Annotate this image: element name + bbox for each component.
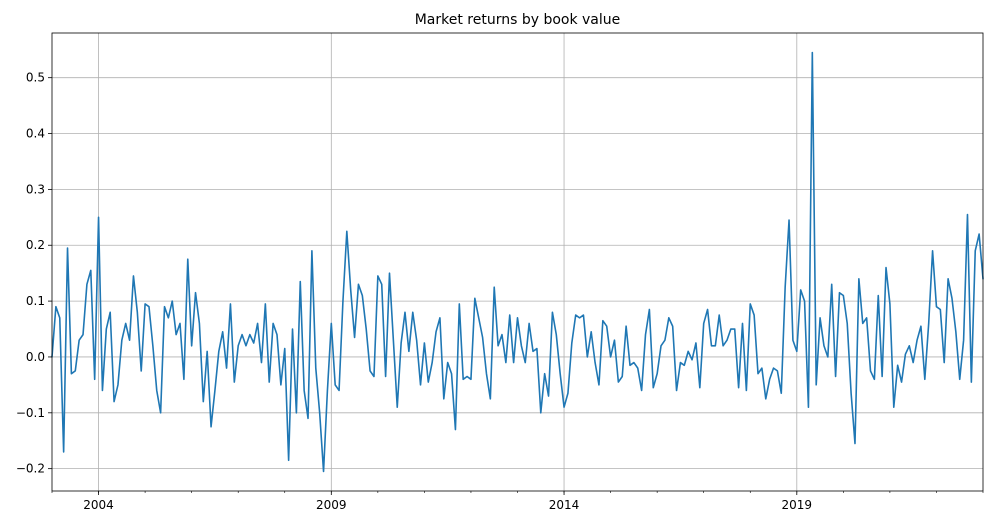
x-tick-label: 2004 bbox=[83, 498, 114, 512]
y-tick-label: −0.2 bbox=[16, 462, 45, 476]
series-layer bbox=[51, 51, 984, 473]
series-line bbox=[51, 51, 984, 473]
y-tick-label: 0.0 bbox=[26, 350, 45, 364]
chart-title: Market returns by book value bbox=[415, 12, 621, 28]
x-tick-label: 2009 bbox=[316, 498, 347, 512]
y-tick-label: 0.5 bbox=[26, 71, 45, 85]
y-tick-label: 0.1 bbox=[26, 294, 45, 308]
y-tick-label: −0.1 bbox=[16, 406, 45, 420]
y-tick-label: 0.3 bbox=[26, 182, 45, 196]
y-tick-label: 0.2 bbox=[26, 238, 45, 252]
x-tick-label: 2019 bbox=[782, 498, 813, 512]
x-tick-label: 2014 bbox=[549, 498, 580, 512]
axes: −0.2 −0.1 0.0 0.1 0.2 0.3 0.4 0.5 2004 2009 2014 20… bbox=[16, 71, 984, 512]
y-tick-label: 0.4 bbox=[26, 127, 45, 141]
